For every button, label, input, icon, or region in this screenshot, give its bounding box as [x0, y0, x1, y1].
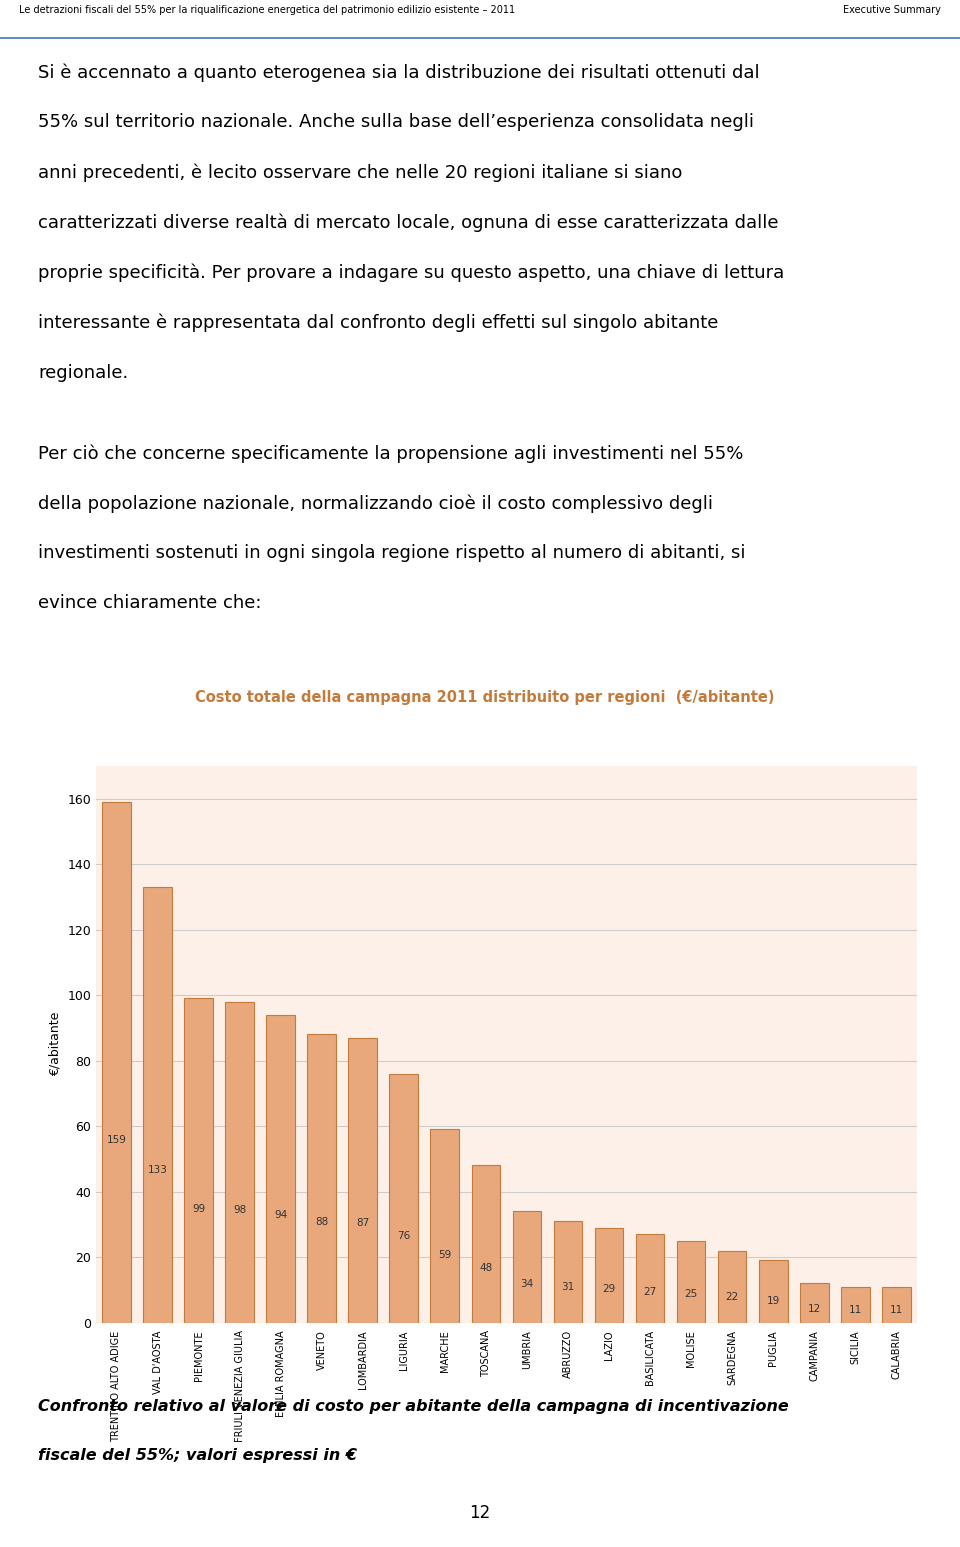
Text: Le detrazioni fiscali del 55% per la riqualificazione energetica del patrimonio : Le detrazioni fiscali del 55% per la riq…: [19, 5, 516, 15]
Text: regionale.: regionale.: [38, 364, 129, 382]
Text: interessante è rappresentata dal confronto degli effetti sul singolo abitante: interessante è rappresentata dal confron…: [251, 314, 931, 333]
Text: Si è accennato a quanto eterogenea sia la distribuzione dei risultati ottenuti d: Si è accennato a quanto eterogenea sia l…: [209, 63, 931, 82]
Bar: [471, 1165, 500, 1323]
Bar: [513, 1211, 541, 1323]
Text: anni precedenti, è lecito osservare che nelle 20 regioni italiane si siano: anni precedenti, è lecito osservare che …: [287, 164, 931, 183]
Text: 133: 133: [148, 1165, 167, 1176]
Text: caratterizzati diverse realtà di mercato locale, ognuna di esse caratterizzata d: caratterizzati diverse realtà di mercato…: [191, 213, 931, 232]
Text: 87: 87: [356, 1217, 370, 1228]
Bar: [348, 1038, 377, 1323]
Bar: [594, 1228, 623, 1323]
Bar: [554, 1221, 583, 1323]
Text: 55% sul territorio nazionale. Anche sulla base dell’esperienza consolidata negli: 55% sul territorio nazionale. Anche sull…: [38, 113, 755, 131]
Text: 12: 12: [807, 1304, 821, 1313]
Bar: [184, 998, 213, 1323]
Text: 27: 27: [643, 1287, 657, 1296]
Bar: [800, 1284, 828, 1323]
Text: interessante è rappresentata dal confronto degli effetti sul singolo abitante: interessante è rappresentata dal confron…: [38, 314, 719, 333]
Text: 12: 12: [469, 1504, 491, 1522]
Bar: [390, 1074, 419, 1323]
Text: 94: 94: [274, 1210, 287, 1221]
Text: della popolazione nazionale, normalizzando cioè il costo complessivo degli: della popolazione nazionale, normalizzan…: [38, 493, 713, 512]
Text: 48: 48: [479, 1262, 492, 1273]
Text: 11: 11: [849, 1306, 862, 1315]
Text: Executive Summary: Executive Summary: [843, 5, 941, 15]
Bar: [882, 1287, 911, 1323]
Bar: [677, 1241, 706, 1323]
Bar: [758, 1261, 787, 1323]
Bar: [307, 1035, 336, 1323]
Text: evince chiaramente che:: evince chiaramente che:: [38, 594, 262, 613]
Text: 19: 19: [766, 1296, 780, 1306]
Y-axis label: €/abitante: €/abitante: [49, 1012, 61, 1077]
Text: investimenti sostenuti in ogni singola regione rispetto al numero di abitanti, s: investimenti sostenuti in ogni singola r…: [38, 545, 746, 563]
Text: Per ciò che concerne specificamente la propensione agli investimenti nel 55%: Per ciò che concerne specificamente la p…: [38, 444, 744, 463]
Bar: [841, 1287, 870, 1323]
Bar: [102, 801, 131, 1323]
Bar: [636, 1235, 664, 1323]
Text: Costo totale della campagna 2011 distribuito per regioni  (€/abitante): Costo totale della campagna 2011 distrib…: [195, 690, 775, 705]
Text: 31: 31: [562, 1282, 575, 1292]
Text: Si è accennato a quanto eterogenea sia la distribuzione dei risultati ottenuti d: Si è accennato a quanto eterogenea sia l…: [38, 63, 760, 82]
Text: 55% sul territorio nazionale. Anche sulla base dell’esperienza consolidata negli: 55% sul territorio nazionale. Anche sull…: [215, 113, 931, 131]
Bar: [143, 886, 172, 1323]
Text: anni precedenti, è lecito osservare che nelle 20 regioni italiane si siano: anni precedenti, è lecito osservare che …: [38, 164, 683, 183]
Text: 25: 25: [684, 1289, 698, 1299]
Text: 99: 99: [192, 1204, 205, 1214]
Text: caratterizzati diverse realtà di mercato locale, ognuna di esse caratterizzata d: caratterizzati diverse realtà di mercato…: [38, 213, 779, 232]
Bar: [718, 1250, 747, 1323]
Text: proprie specificità. Per provare a indagare su questo aspetto, una chiave di let: proprie specificità. Per provare a indag…: [38, 263, 784, 282]
Text: 22: 22: [726, 1292, 739, 1303]
Text: 88: 88: [315, 1217, 328, 1227]
Text: 159: 159: [107, 1135, 127, 1145]
Text: 98: 98: [233, 1205, 247, 1216]
Text: Confronto relativo al valore di costo per abitante della campagna di incentivazi: Confronto relativo al valore di costo pe…: [38, 1398, 789, 1414]
Text: fiscale del 55%; valori espressi in €: fiscale del 55%; valori espressi in €: [38, 1448, 357, 1463]
Bar: [266, 1015, 295, 1323]
Text: 11: 11: [890, 1306, 903, 1315]
Text: 34: 34: [520, 1279, 534, 1289]
Text: 76: 76: [397, 1230, 411, 1241]
Text: 29: 29: [602, 1284, 615, 1295]
Text: proprie specificità. Per provare a indagare su questo aspetto, una chiave di let: proprie specificità. Per provare a indag…: [185, 263, 931, 282]
Bar: [430, 1129, 459, 1323]
Bar: [226, 1001, 254, 1323]
Text: 59: 59: [438, 1250, 451, 1261]
